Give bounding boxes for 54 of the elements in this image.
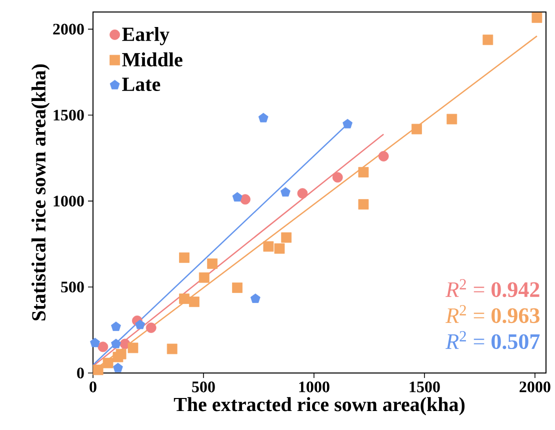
x-tick-label: 500 [192, 382, 215, 392]
point [135, 320, 146, 330]
point [332, 172, 343, 183]
y-tick-label: 500 [61, 282, 84, 292]
point [281, 232, 292, 243]
point [207, 258, 218, 269]
y-tick-label: 0 [77, 368, 84, 378]
point [90, 338, 100, 348]
point [92, 364, 104, 376]
y-axis-title: Statistical rice sown area(kha) [31, 64, 50, 320]
point [232, 282, 242, 293]
point [240, 194, 250, 205]
point [250, 294, 260, 303]
y-tick-label: 2000 [53, 24, 84, 35]
point [263, 241, 274, 252]
point [280, 187, 290, 197]
point [146, 322, 156, 333]
point [98, 342, 108, 352]
point [358, 199, 369, 210]
point [113, 362, 123, 372]
x-axis-title: The extracted rice sown area(kha) [174, 397, 465, 416]
legend-label: Late [122, 78, 160, 92]
point [102, 358, 114, 368]
point [297, 188, 308, 199]
y-tick-label: 1000 [54, 196, 84, 206]
point [128, 342, 138, 354]
point [482, 34, 494, 46]
annotation: R$^{2}$ = 0.942 [446, 279, 540, 298]
point [358, 167, 369, 178]
point [116, 348, 126, 360]
annotation: R$^{2}$ = 0.507 [446, 331, 540, 350]
point [274, 243, 285, 254]
point [198, 272, 210, 283]
point [412, 124, 422, 134]
point [166, 344, 178, 354]
legend-label: Early [122, 27, 170, 46]
x-tick-label: 2000 [520, 382, 550, 392]
point [179, 252, 190, 263]
point [111, 322, 121, 331]
x-tick-label: 1000 [299, 382, 330, 392]
point [111, 338, 121, 348]
x-tick-label: 1500 [410, 382, 440, 392]
point [258, 112, 268, 122]
point [189, 296, 200, 308]
point [232, 192, 242, 202]
point [378, 151, 389, 162]
point [342, 118, 353, 128]
point [446, 114, 458, 124]
point [532, 12, 542, 23]
annotation: R$^{2}$ = 0.963 [446, 305, 540, 324]
y-tick-label: 1500 [54, 110, 84, 121]
point [179, 294, 190, 304]
legend-label: Middle [122, 52, 182, 66]
x-tick-label: 0 [90, 382, 96, 392]
